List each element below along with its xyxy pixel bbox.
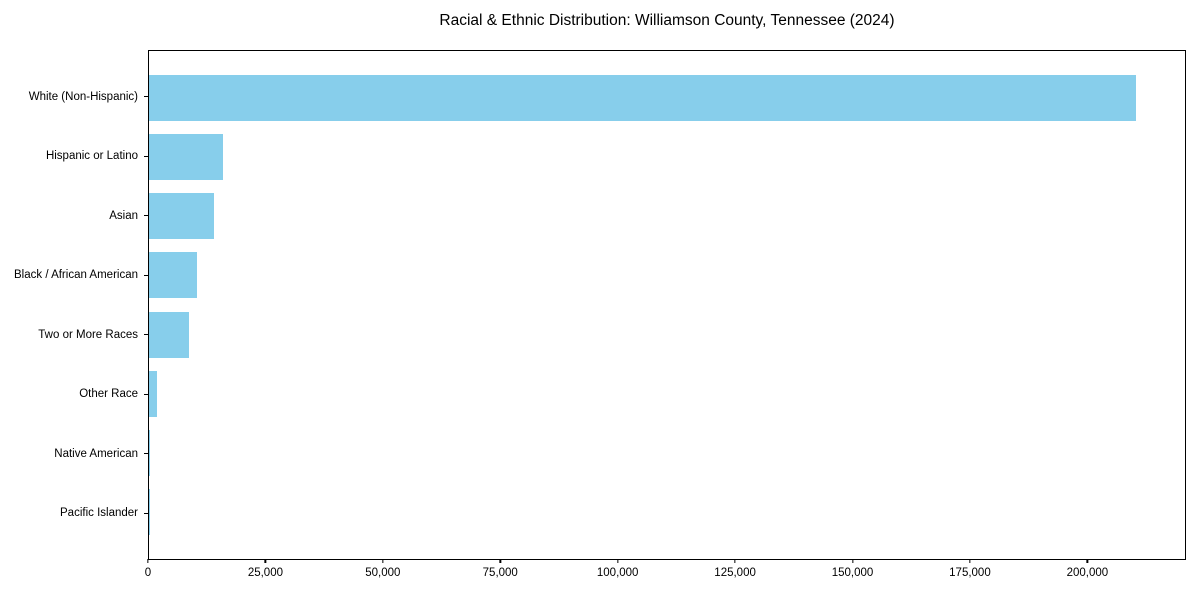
bar-row [149, 483, 1185, 542]
x-tick-mark [1086, 558, 1089, 564]
y-label: Hispanic or Latino [45, 150, 138, 163]
y-label-row: Native American [0, 424, 148, 484]
x-tick-label: 100,000 [596, 566, 639, 579]
bar [149, 430, 150, 477]
y-label: Black / African American [14, 269, 138, 282]
bar-row [149, 424, 1185, 483]
y-label: Pacific Islander [60, 507, 138, 520]
bar-row [149, 364, 1185, 423]
x-tick-label: 0 [144, 566, 152, 579]
bar [149, 74, 1136, 121]
bar [149, 252, 198, 299]
bar-row [149, 127, 1185, 186]
bar-row [149, 305, 1185, 364]
y-label-row: Asian [0, 186, 148, 246]
y-label-row: Other Race [0, 365, 148, 425]
x-tick-mark [851, 558, 854, 564]
y-label-row: Hispanic or Latino [0, 127, 148, 187]
y-label: Native American [54, 447, 138, 460]
x-tick-mark [382, 558, 384, 564]
bars-container [149, 51, 1185, 559]
y-label-row: Black / African American [0, 246, 148, 306]
plot-area [148, 50, 1186, 560]
y-label: Two or More Races [38, 328, 138, 341]
x-tick-mark [147, 558, 149, 564]
y-tick-mark [144, 453, 148, 455]
x-tick-mark [969, 558, 971, 564]
x-tick-label: 50,000 [365, 566, 401, 579]
y-tick-mark [144, 215, 148, 217]
x-tick-label: 175,000 [949, 566, 991, 579]
x-tick-label: 125,000 [714, 566, 756, 579]
bar-row [149, 68, 1185, 127]
y-label: Asian [109, 209, 138, 222]
x-tick-mark [499, 558, 501, 564]
y-label-row: Pacific Islander [0, 484, 148, 544]
y-axis-labels: White (Non-Hispanic) Hispanic or Latino As… [0, 50, 148, 560]
y-label: White (Non-Hispanic) [28, 90, 138, 103]
x-tick-label: 75,000 [482, 566, 518, 579]
bar [149, 133, 223, 180]
y-label: Other Race [79, 388, 138, 401]
x-axis: 0 25,000 50,000 75,000 100,000 125,000 150,000… [144, 558, 1186, 599]
y-label-row: White (Non-Hispanic) [0, 67, 148, 127]
chart-title: Racial & Ethnic Distribution: Williamson… [439, 12, 895, 29]
x-tick-label: 200,000 [1066, 566, 1109, 579]
bar-row [149, 187, 1185, 246]
x-tick-mark [734, 558, 736, 564]
x-tick-mark [264, 558, 267, 564]
bar [149, 193, 214, 240]
bar [149, 370, 158, 417]
y-label-row: Two or More Races [0, 305, 148, 365]
x-tick-label: 150,000 [831, 566, 874, 579]
y-tick-mark [144, 512, 148, 514]
bar-row [149, 246, 1185, 305]
y-tick-mark [144, 334, 148, 336]
y-tick-mark [144, 155, 148, 157]
x-tick-label: 25,000 [247, 566, 283, 579]
y-tick-mark [144, 274, 148, 276]
x-tick-mark [617, 558, 619, 564]
y-tick-mark [144, 393, 148, 395]
y-tick-mark [144, 96, 148, 98]
bar [149, 311, 190, 358]
